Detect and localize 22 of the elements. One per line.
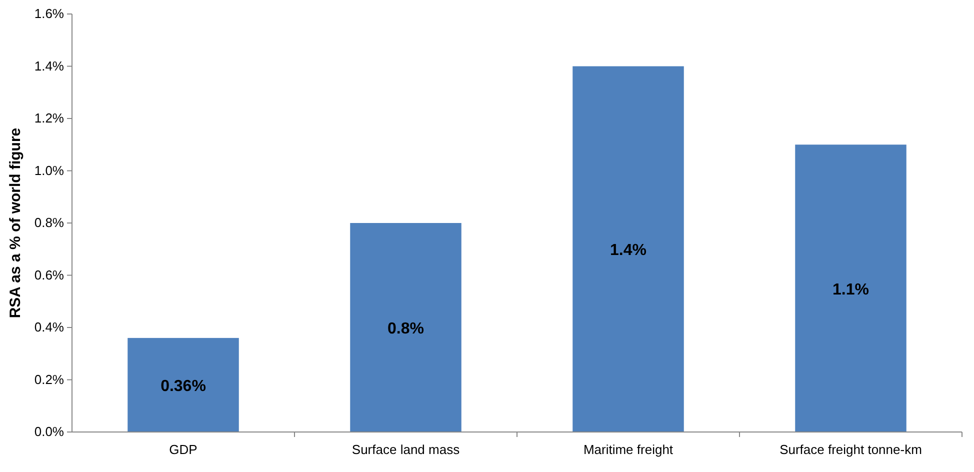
y-tick-label: 1.2% bbox=[34, 110, 64, 126]
x-tick-label: GDP bbox=[169, 442, 198, 457]
bar bbox=[350, 223, 462, 432]
x-tick-label: Surface land mass bbox=[352, 442, 460, 457]
data-label: 1.1% bbox=[832, 281, 869, 298]
y-axis-title: RSA as a % of world figure bbox=[7, 128, 24, 318]
bar bbox=[795, 144, 906, 432]
y-tick-label: 1.0% bbox=[34, 162, 64, 178]
data-label: 0.8% bbox=[388, 320, 424, 338]
y-tick-label: 0.8% bbox=[34, 215, 64, 230]
y-tick-label: 0.6% bbox=[34, 267, 64, 282]
x-tick-label: Maritime freight bbox=[583, 442, 674, 457]
data-label: 1.4% bbox=[610, 242, 646, 260]
data-label: 0.36% bbox=[160, 378, 206, 395]
y-tick-label: 1.4% bbox=[34, 58, 64, 74]
bar bbox=[128, 338, 239, 432]
bar bbox=[572, 66, 684, 432]
x-tick-label: Surface freight tonne-km bbox=[780, 442, 922, 457]
y-tick-label: 1.6% bbox=[34, 6, 64, 21]
y-tick-label: 0.4% bbox=[34, 320, 64, 334]
y-tick-label: 0.2% bbox=[34, 372, 64, 387]
y-tick-label: 0.0% bbox=[34, 424, 64, 439]
